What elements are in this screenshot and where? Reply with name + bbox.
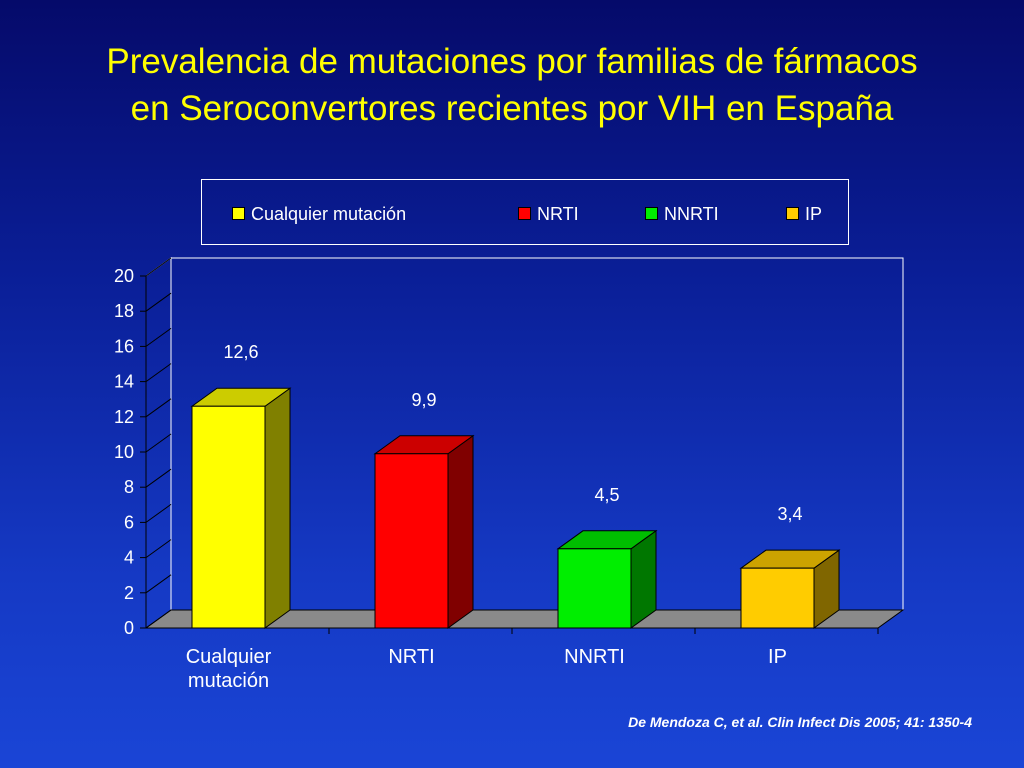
- legend-label-ip: IP: [805, 204, 823, 224]
- y-tick-label-12: 12: [114, 407, 134, 427]
- legend-label-cualquier-mutacion: Cualquier mutación: [251, 204, 407, 224]
- y-tick-label-8: 8: [124, 477, 134, 497]
- data-label-0: 12,6: [223, 342, 258, 362]
- legend-swatch-nrti: [518, 207, 531, 220]
- y-tick-diag-2: [145, 574, 172, 594]
- x-tick-label-2-0: NNRTI: [564, 646, 625, 668]
- data-label-2: 4,5: [594, 485, 619, 505]
- y-tick-diag-18: [145, 292, 172, 312]
- plot-side-wall: [145, 257, 172, 610]
- y-tick-diag-0: [145, 609, 172, 629]
- y-tick-diag-16: [145, 327, 172, 347]
- citation: De Mendoza C, et al. Clin Infect Dis 200…: [628, 714, 972, 730]
- slide-title: Prevalencia de mutaciones por familias d…: [0, 38, 1024, 132]
- bar-1: [374, 453, 449, 629]
- y-tick-diag-8: [145, 468, 172, 488]
- y-tick-label-14: 14: [114, 372, 134, 392]
- y-tick-diag-20: [145, 257, 172, 277]
- legend-item-nrti: NRTI: [518, 204, 579, 224]
- slide-title-line-1: Prevalencia de mutaciones por familias d…: [106, 42, 918, 81]
- legend-item-ip: IP: [786, 204, 822, 224]
- y-tick-label-2: 2: [124, 583, 134, 603]
- y-tick-label-6: 6: [124, 512, 134, 532]
- y-tick-diag-12: [145, 398, 172, 418]
- legend-swatch-cualquier-mutacion: [232, 207, 245, 220]
- bar-0: [191, 405, 266, 629]
- y-tick-label-4: 4: [124, 548, 134, 568]
- x-tick-label-1-0: NRTI: [388, 646, 434, 668]
- x-tick-label-0-1: mutación: [188, 670, 269, 692]
- y-tick-label-16: 16: [114, 336, 134, 356]
- y-tick-diag-4: [145, 539, 172, 559]
- legend-label-nrti: NRTI: [537, 204, 579, 224]
- y-tick-label-20: 20: [114, 266, 134, 286]
- slide-title-line-2: en Seroconvertores recientes por VIH en …: [130, 89, 894, 128]
- chart-legend: Cualquier mutación NRTI NNRTI IP: [201, 179, 849, 245]
- x-tick-label-0-0: Cualquier: [186, 646, 272, 668]
- y-tick-diag-6: [145, 503, 172, 523]
- legend-swatch-ip: [786, 207, 799, 220]
- legend-item-nnrti: NNRTI: [645, 204, 719, 224]
- x-tick-label-3-0: IP: [768, 646, 787, 668]
- bar-2: [557, 548, 632, 629]
- y-tick-diag-14: [145, 363, 172, 383]
- data-label-3: 3,4: [777, 504, 802, 524]
- bar-side-1: [447, 434, 474, 629]
- plot-back-wall: [171, 257, 904, 610]
- legend-label-nnrti: NNRTI: [664, 204, 719, 224]
- bar-3: [740, 567, 815, 629]
- y-tick-label-0: 0: [124, 618, 134, 638]
- bar-side-0: [264, 387, 291, 629]
- y-tick-label-10: 10: [114, 442, 134, 462]
- legend-swatch-nnrti: [645, 207, 658, 220]
- legend-item-cualquier-mutacion: Cualquier mutación: [232, 204, 406, 224]
- data-label-1: 9,9: [411, 390, 436, 410]
- y-tick-diag-10: [145, 433, 172, 453]
- y-tick-label-18: 18: [114, 301, 134, 321]
